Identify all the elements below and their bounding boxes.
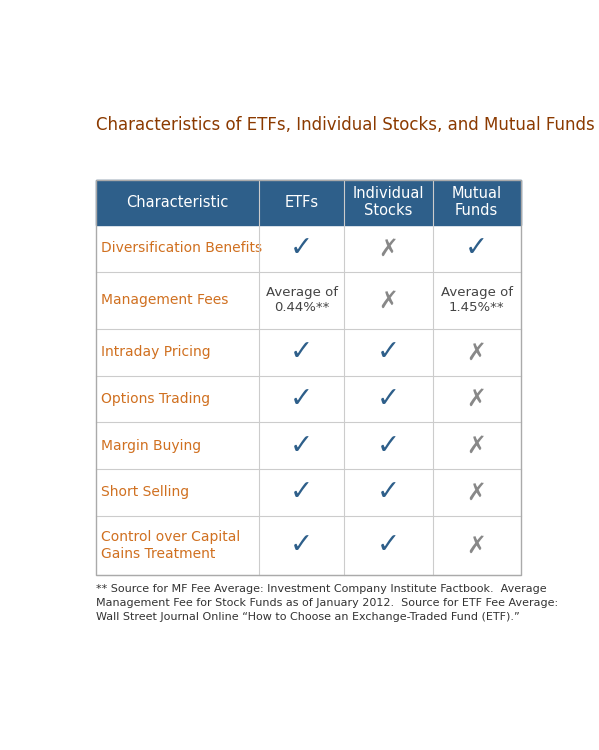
Text: ✓: ✓ <box>290 432 313 460</box>
Text: Average of
1.45%**: Average of 1.45%** <box>441 286 513 314</box>
Text: ✗: ✗ <box>467 387 486 411</box>
Text: Options Trading: Options Trading <box>101 392 210 406</box>
Text: Mutual
Funds: Mutual Funds <box>452 186 501 218</box>
Bar <box>96 516 521 575</box>
Text: ✗: ✗ <box>467 340 486 364</box>
Text: Margin Buying: Margin Buying <box>101 439 201 453</box>
Text: Short Selling: Short Selling <box>101 485 189 500</box>
Text: ✓: ✓ <box>290 478 313 506</box>
Text: ✓: ✓ <box>290 532 313 560</box>
Text: ✓: ✓ <box>290 338 313 367</box>
Text: ✓: ✓ <box>290 234 313 262</box>
Text: ✗: ✗ <box>467 481 486 505</box>
Bar <box>96 179 521 225</box>
Bar <box>96 422 521 469</box>
Text: ✗: ✗ <box>379 236 398 260</box>
Text: ✓: ✓ <box>377 532 400 560</box>
Text: ✗: ✗ <box>379 288 398 312</box>
Text: ** Source for MF Fee Average: Investment Company Institute Factbook.  Average
Ma: ** Source for MF Fee Average: Investment… <box>96 584 558 622</box>
Text: Average of
0.44%**: Average of 0.44%** <box>266 286 338 314</box>
Bar <box>96 376 521 422</box>
Text: Diversification Benefits: Diversification Benefits <box>101 242 262 255</box>
Text: ✗: ✗ <box>467 533 486 557</box>
Bar <box>96 179 521 575</box>
Text: ✓: ✓ <box>377 478 400 506</box>
Bar <box>96 469 521 516</box>
Text: Intraday Pricing: Intraday Pricing <box>101 346 210 359</box>
Text: ETFs: ETFs <box>285 195 319 210</box>
Text: ✓: ✓ <box>377 385 400 413</box>
Text: Control over Capital
Gains Treatment: Control over Capital Gains Treatment <box>101 530 240 560</box>
Text: Individual
Stocks: Individual Stocks <box>353 186 424 218</box>
Text: ✗: ✗ <box>467 433 486 457</box>
Bar <box>96 225 521 272</box>
Bar <box>96 329 521 376</box>
Text: ✓: ✓ <box>377 432 400 460</box>
Text: Management Fees: Management Fees <box>101 293 228 308</box>
Bar <box>96 272 521 329</box>
Text: ✓: ✓ <box>465 234 488 262</box>
Text: ✓: ✓ <box>377 338 400 367</box>
Text: Characteristics of ETFs, Individual Stocks, and Mutual Funds: Characteristics of ETFs, Individual Stoc… <box>96 116 595 134</box>
Text: ✓: ✓ <box>290 385 313 413</box>
Text: Characteristic: Characteristic <box>126 195 229 210</box>
